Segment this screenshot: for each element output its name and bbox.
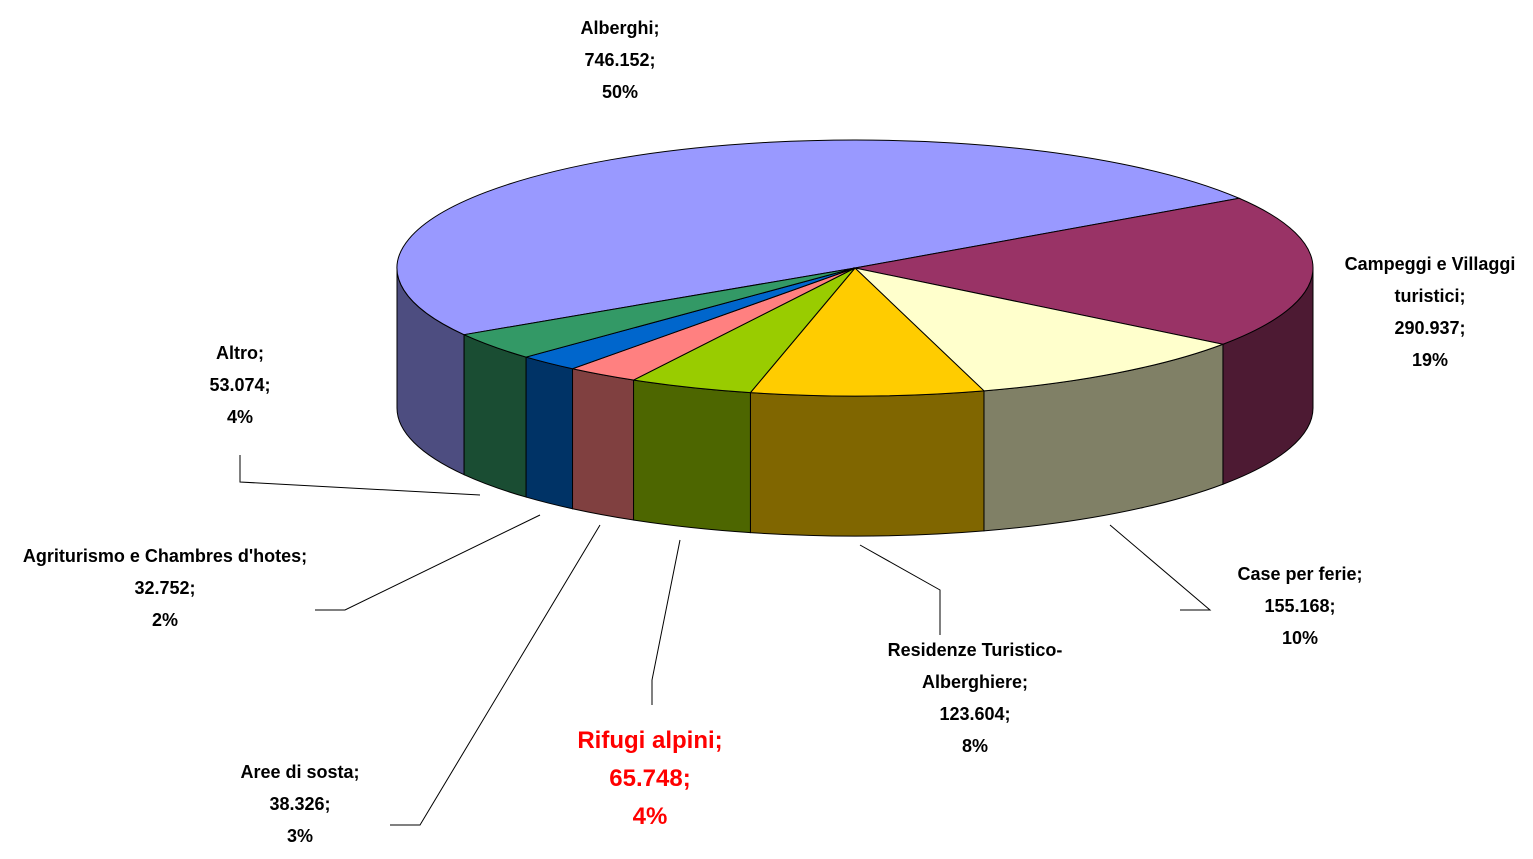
separator: ; bbox=[654, 18, 660, 38]
label-line: Case per ferie; bbox=[1200, 558, 1400, 590]
label-line: Altro; bbox=[180, 337, 300, 369]
separator: ; bbox=[1022, 672, 1028, 692]
data-label: Case per ferie;155.168;10% bbox=[1200, 558, 1400, 654]
separator: ; bbox=[683, 765, 691, 792]
category-name: Case per ferie bbox=[1237, 564, 1356, 584]
separator: ; bbox=[354, 762, 360, 782]
percent-label: 4% bbox=[633, 803, 668, 830]
separator: ; bbox=[301, 546, 307, 566]
value-label: 65.748 bbox=[609, 765, 682, 792]
label-line: 3% bbox=[200, 820, 400, 852]
label-line: 53.074; bbox=[180, 369, 300, 401]
leader-line bbox=[315, 515, 540, 610]
value-label: 746.152 bbox=[584, 50, 649, 70]
slice-side bbox=[750, 391, 984, 536]
label-line: 155.168; bbox=[1200, 590, 1400, 622]
percent-label: 10% bbox=[1282, 628, 1318, 648]
category-name: Campeggi e Villaggi turistici bbox=[1345, 254, 1516, 306]
data-label: Altro;53.074;4% bbox=[180, 337, 300, 433]
label-line: Alberghi; bbox=[510, 12, 730, 44]
label-line: 8% bbox=[860, 730, 1090, 762]
label-line: 290.937; bbox=[1335, 312, 1525, 344]
slice-side bbox=[634, 380, 751, 533]
value-label: 32.752 bbox=[134, 578, 189, 598]
separator: ; bbox=[715, 727, 723, 754]
slice-side bbox=[464, 335, 526, 497]
data-label: Agriturismo e Chambres d'hotes;32.752;2% bbox=[15, 540, 315, 636]
category-name: Residenze Turistico-Alberghiere bbox=[888, 640, 1063, 692]
label-line: 65.748; bbox=[540, 760, 760, 798]
value-label: 290.937 bbox=[1394, 318, 1459, 338]
label-line: Residenze Turistico-Alberghiere; bbox=[860, 634, 1090, 698]
value-label: 38.326 bbox=[269, 794, 324, 814]
label-line: 38.326; bbox=[200, 788, 400, 820]
category-name: Alberghi bbox=[580, 18, 653, 38]
label-line: 2% bbox=[15, 604, 315, 636]
separator: ; bbox=[1460, 286, 1466, 306]
data-label: Alberghi;746.152;50% bbox=[510, 12, 730, 108]
value-label: 53.074 bbox=[209, 375, 264, 395]
percent-label: 8% bbox=[962, 736, 988, 756]
separator: ; bbox=[650, 50, 656, 70]
category-name: Agriturismo e Chambres d'hotes bbox=[23, 546, 301, 566]
label-line: Agriturismo e Chambres d'hotes; bbox=[15, 540, 315, 572]
category-name: Rifugi alpini bbox=[577, 727, 714, 754]
separator: ; bbox=[1005, 704, 1011, 724]
percent-label: 50% bbox=[602, 82, 638, 102]
value-label: 155.168 bbox=[1264, 596, 1329, 616]
percent-label: 3% bbox=[287, 826, 313, 846]
label-line: Campeggi e Villaggi turistici; bbox=[1335, 248, 1525, 312]
label-line: 32.752; bbox=[15, 572, 315, 604]
label-line: 50% bbox=[510, 76, 730, 108]
separator: ; bbox=[325, 794, 331, 814]
value-label: 123.604 bbox=[939, 704, 1004, 724]
separator: ; bbox=[258, 343, 264, 363]
label-line: 4% bbox=[180, 401, 300, 433]
slice-side bbox=[573, 369, 634, 520]
separator: ; bbox=[265, 375, 271, 395]
label-line: Aree di sosta; bbox=[200, 756, 400, 788]
label-line: Rifugi alpini; bbox=[540, 722, 760, 760]
data-label: Residenze Turistico-Alberghiere;123.604;… bbox=[860, 634, 1090, 762]
leader-line bbox=[1110, 525, 1210, 610]
leader-line bbox=[652, 540, 680, 705]
percent-label: 4% bbox=[227, 407, 253, 427]
percent-label: 19% bbox=[1412, 350, 1448, 370]
data-label: Rifugi alpini;65.748;4% bbox=[540, 722, 760, 836]
percent-label: 2% bbox=[152, 610, 178, 630]
separator: ; bbox=[1330, 596, 1336, 616]
label-line: 746.152; bbox=[510, 44, 730, 76]
data-label: Campeggi e Villaggi turistici;290.937;19… bbox=[1335, 248, 1525, 376]
separator: ; bbox=[190, 578, 196, 598]
label-line: 123.604; bbox=[860, 698, 1090, 730]
slice-side bbox=[526, 357, 572, 509]
separator: ; bbox=[1357, 564, 1363, 584]
category-name: Altro bbox=[216, 343, 258, 363]
leader-line bbox=[860, 545, 940, 635]
chart: Alberghi;746.152;50%Campeggi e Villaggi … bbox=[0, 0, 1533, 859]
label-line: 4% bbox=[540, 798, 760, 836]
separator: ; bbox=[1460, 318, 1466, 338]
label-line: 10% bbox=[1200, 622, 1400, 654]
data-label: Aree di sosta;38.326;3% bbox=[200, 756, 400, 852]
label-line: 19% bbox=[1335, 344, 1525, 376]
category-name: Aree di sosta bbox=[240, 762, 353, 782]
